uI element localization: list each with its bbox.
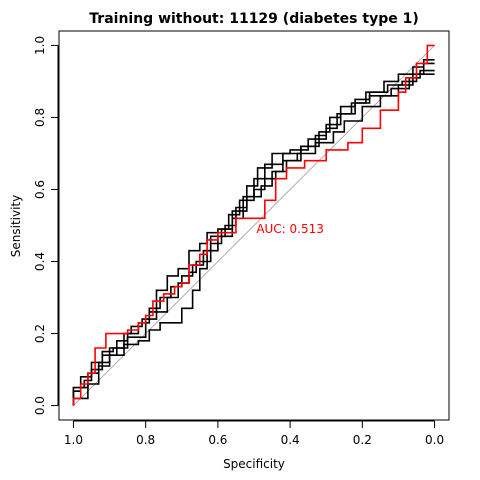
auc-annotation: AUC: 0.513 bbox=[256, 222, 324, 236]
roc-curve-5 bbox=[72, 73, 435, 399]
roc-curve-1 bbox=[72, 44, 435, 406]
y-tick-label: 0.4 bbox=[33, 252, 47, 271]
x-tick-label: 0.8 bbox=[136, 433, 155, 447]
y-tick-label: 0.8 bbox=[33, 108, 47, 127]
plot-area: AUC: 0.513 bbox=[58, 30, 450, 421]
y-tick-label: 0.2 bbox=[33, 324, 47, 343]
y-axis: 0.0 0.2 0.4 0.6 0.8 1.0 bbox=[33, 36, 59, 415]
x-axis-label: Specificity bbox=[223, 457, 285, 471]
y-tick-label: 0.0 bbox=[33, 396, 47, 415]
x-tick-label: 1.0 bbox=[64, 433, 83, 447]
y-axis-label: Sensitivity bbox=[9, 195, 23, 257]
x-tick-label: 0.4 bbox=[281, 433, 300, 447]
y-tick-label: 1.0 bbox=[33, 36, 47, 55]
x-tick-label: 0.6 bbox=[208, 433, 227, 447]
x-tick-label: 0.0 bbox=[425, 433, 444, 447]
y-tick-label: 0.6 bbox=[33, 180, 47, 199]
chart-title: Training without: 11129 (diabetes type 1… bbox=[89, 11, 418, 27]
plot-border bbox=[58, 30, 450, 421]
x-tick-label: 0.2 bbox=[353, 433, 372, 447]
x-axis: 1.0 0.8 0.6 0.4 0.2 0.0 bbox=[64, 420, 444, 447]
reference-diagonal bbox=[73, 45, 435, 406]
roc-curves bbox=[72, 44, 435, 406]
